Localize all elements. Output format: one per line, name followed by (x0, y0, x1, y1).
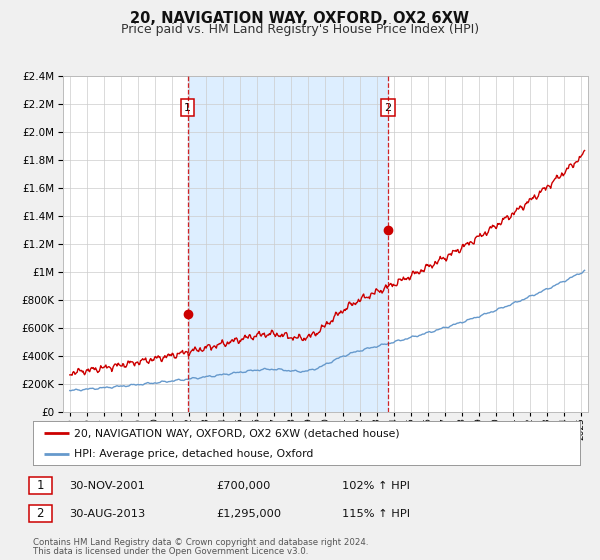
Text: 30-NOV-2001: 30-NOV-2001 (69, 480, 145, 491)
Text: Price paid vs. HM Land Registry's House Price Index (HPI): Price paid vs. HM Land Registry's House … (121, 23, 479, 36)
Text: 102% ↑ HPI: 102% ↑ HPI (342, 480, 410, 491)
Text: 20, NAVIGATION WAY, OXFORD, OX2 6XW: 20, NAVIGATION WAY, OXFORD, OX2 6XW (131, 11, 470, 26)
Text: 1: 1 (37, 479, 44, 492)
Text: £700,000: £700,000 (216, 480, 271, 491)
Bar (188, 76, 388, 412)
Text: HPI: Average price, detached house, Oxford: HPI: Average price, detached house, Oxfo… (74, 449, 313, 459)
Text: 20, NAVIGATION WAY, OXFORD, OX2 6XW (detached house): 20, NAVIGATION WAY, OXFORD, OX2 6XW (det… (74, 428, 400, 438)
Text: 2: 2 (37, 507, 44, 520)
Text: Contains HM Land Registry data © Crown copyright and database right 2024.: Contains HM Land Registry data © Crown c… (33, 538, 368, 547)
Text: 2: 2 (385, 102, 392, 113)
Text: 30-AUG-2013: 30-AUG-2013 (69, 508, 145, 519)
Text: 115% ↑ HPI: 115% ↑ HPI (342, 508, 410, 519)
Text: £1,295,000: £1,295,000 (216, 508, 281, 519)
Text: This data is licensed under the Open Government Licence v3.0.: This data is licensed under the Open Gov… (33, 547, 308, 556)
Text: 1: 1 (184, 102, 191, 113)
